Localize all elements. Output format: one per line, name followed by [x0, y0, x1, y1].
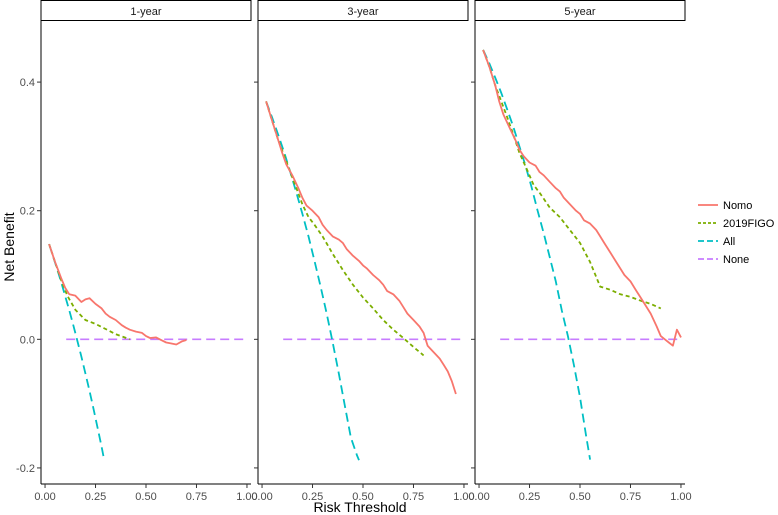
x-tick-label: 0.75 — [403, 491, 424, 503]
series-line-nomo — [48, 243, 187, 346]
x-tick-label: 0.75 — [620, 491, 641, 503]
legend: Nomo 2019FIGO All None — [698, 200, 775, 266]
legend-label: All — [723, 236, 735, 248]
strip-box — [474, 0, 686, 21]
strip-label: 1-year — [130, 6, 162, 18]
y-tick-label: 0.2 — [20, 206, 35, 218]
y-tick-label: 0.4 — [20, 77, 35, 89]
x-tick-label: 0.50 — [135, 491, 156, 503]
strip-label: 3-year — [347, 6, 379, 18]
y-axis-title: Net Benefit — [1, 212, 17, 281]
x-tick-label: 0.00 — [251, 491, 272, 503]
series-line-2019figo — [482, 49, 662, 310]
series-line-2019figo — [48, 243, 131, 341]
series-line-all — [48, 243, 105, 458]
x-tick-label: 0.00 — [468, 491, 489, 503]
x-tick-label: 0.50 — [352, 491, 373, 503]
x-tick-label: 1.00 — [453, 491, 474, 503]
x-tick-label: 0.00 — [34, 491, 55, 503]
panel-0: 1-year -0.2 0.0 0.2 0.4 0.00 0.25 0.50 0.75 1.00 — [16, 0, 258, 503]
x-tick-label: 0.75 — [186, 491, 207, 503]
x-tick-label: 1.00 — [670, 491, 691, 503]
series-line-all — [265, 101, 360, 461]
x-tick-label: 0.50 — [569, 491, 590, 503]
series-line-2019figo — [265, 101, 425, 357]
series-line-nomo — [482, 49, 682, 347]
legend-label: 2019FIGO — [723, 218, 775, 230]
panel-1: 3-year 0.00 0.25 0.50 0.75 1.00 — [251, 0, 475, 503]
series-line-nomo — [265, 101, 457, 395]
y-tick-label: -0.2 — [16, 463, 35, 475]
panel-2: 5-year 0.00 0.25 0.50 0.75 1.00 — [468, 0, 692, 503]
legend-label: None — [723, 254, 749, 266]
x-tick-label: 0.25 — [85, 491, 106, 503]
x-tick-label: 0.25 — [519, 491, 540, 503]
strip-label: 5-year — [564, 6, 596, 18]
x-axis-title: Risk Threshold — [313, 499, 406, 515]
strip-box — [40, 0, 252, 21]
y-tick-label: 0.0 — [20, 334, 35, 346]
series-line-all — [482, 49, 591, 460]
legend-label: Nomo — [723, 200, 752, 212]
strip-box — [257, 0, 469, 21]
x-tick-label: 1.00 — [236, 491, 257, 503]
x-tick-label: 0.25 — [302, 491, 323, 503]
facet-panels: 1-year-0.20.00.20.40.00 0.25 0.50 0.75 1.003… — [16, 0, 692, 503]
